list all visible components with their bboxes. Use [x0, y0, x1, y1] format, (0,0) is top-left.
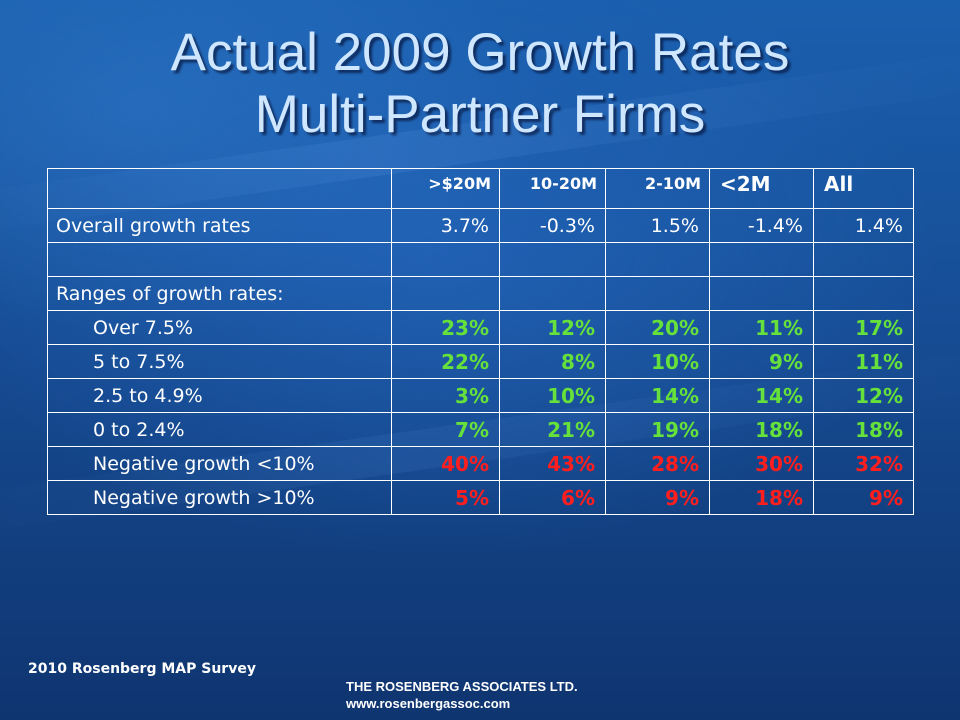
table-cell: -1.4%: [709, 208, 814, 243]
column-header: 2-10M: [605, 168, 710, 209]
row-label: 0 to 2.4%: [47, 412, 392, 447]
table-cell: [605, 242, 710, 277]
table-cell: 11%: [709, 310, 814, 345]
table-cell: 5%: [391, 480, 500, 515]
survey-caption: 2010 Rosenberg MAP Survey: [28, 661, 256, 677]
table-cell: 7%: [391, 412, 500, 447]
table-cell: 1.5%: [605, 208, 710, 243]
table-cell: 21%: [499, 412, 606, 447]
table-row: Over 7.5% 23% 12% 20% 11% 17%: [47, 310, 914, 345]
growth-rates-table: >$20M 10-20M 2-10M <2M All Overall growt…: [47, 168, 914, 515]
table-cell: [605, 276, 710, 311]
table-cell: 18%: [709, 480, 814, 515]
table-row: 0 to 2.4% 7% 21% 19% 18% 18%: [47, 412, 914, 447]
title-line-2: Multi-Partner Firms: [254, 85, 706, 144]
row-label: 5 to 7.5%: [47, 344, 392, 379]
column-header: 10-20M: [499, 168, 606, 209]
table-row: Ranges of growth rates:: [47, 276, 914, 311]
table-cell: [813, 242, 914, 277]
table-row: Negative growth >10% 5% 6% 9% 18% 9%: [47, 480, 914, 515]
company-name: THE ROSENBERG ASSOCIATES LTD.: [346, 679, 578, 694]
row-label: 2.5 to 4.9%: [47, 378, 392, 413]
table-cell: 19%: [605, 412, 710, 447]
table-cell: 23%: [391, 310, 500, 345]
table-cell: [813, 276, 914, 311]
table-cell: 17%: [813, 310, 914, 345]
table-cell: 8%: [499, 344, 606, 379]
table-cell: 30%: [709, 446, 814, 481]
table-row: [47, 242, 914, 277]
table-cell: 12%: [499, 310, 606, 345]
table-row: Negative growth <10% 40% 43% 28% 30% 32%: [47, 446, 914, 481]
table-cell: 9%: [709, 344, 814, 379]
row-label: Negative growth <10%: [47, 446, 392, 481]
row-label: Over 7.5%: [47, 310, 392, 345]
table-cell: 18%: [709, 412, 814, 447]
table-cell: 18%: [813, 412, 914, 447]
table-header-row: >$20M 10-20M 2-10M <2M All: [47, 168, 914, 209]
company-website: www.rosenbergassoc.com: [346, 696, 511, 711]
table-cell: 9%: [605, 480, 710, 515]
table-cell: 10%: [605, 344, 710, 379]
table-cell: 20%: [605, 310, 710, 345]
table-cell: 9%: [813, 480, 914, 515]
table-cell: 43%: [499, 446, 606, 481]
table-cell: [709, 242, 814, 277]
company-footer: THE ROSENBERG ASSOCIATES LTD. www.rosenb…: [346, 678, 578, 712]
column-header: All: [813, 168, 914, 209]
table-row: Overall growth rates 3.7% -0.3% 1.5% -1.…: [47, 208, 914, 243]
table-cell: -0.3%: [499, 208, 606, 243]
table-cell: 6%: [499, 480, 606, 515]
table-cell: 1.4%: [813, 208, 914, 243]
table-cell: 14%: [605, 378, 710, 413]
table-cell: [499, 276, 606, 311]
table-cell: 32%: [813, 446, 914, 481]
title-line-1: Actual 2009 Growth Rates: [170, 23, 790, 82]
table-cell: [391, 276, 500, 311]
table-cell: [709, 276, 814, 311]
table-row: 2.5 to 4.9% 3% 10% 14% 14% 12%: [47, 378, 914, 413]
column-header: >$20M: [391, 168, 500, 209]
table-cell: 12%: [813, 378, 914, 413]
table-cell: 3%: [391, 378, 500, 413]
table-cell: [499, 242, 606, 277]
table-cell: 14%: [709, 378, 814, 413]
table-cell: [391, 242, 500, 277]
row-label: Overall growth rates: [47, 208, 392, 243]
table-cell: 22%: [391, 344, 500, 379]
row-label: [47, 242, 392, 277]
row-label: Ranges of growth rates:: [47, 276, 392, 311]
table-cell: 40%: [391, 446, 500, 481]
table-row: 5 to 7.5% 22% 8% 10% 9% 11%: [47, 344, 914, 379]
table-cell: 3.7%: [391, 208, 500, 243]
table-cell: 10%: [499, 378, 606, 413]
table-cell: 28%: [605, 446, 710, 481]
column-header: <2M: [709, 168, 814, 209]
header-corner-cell: [47, 168, 392, 209]
row-label: Negative growth >10%: [47, 480, 392, 515]
table-cell: 11%: [813, 344, 914, 379]
slide-title: Actual 2009 Growth Rates Multi-Partner F…: [0, 22, 960, 146]
